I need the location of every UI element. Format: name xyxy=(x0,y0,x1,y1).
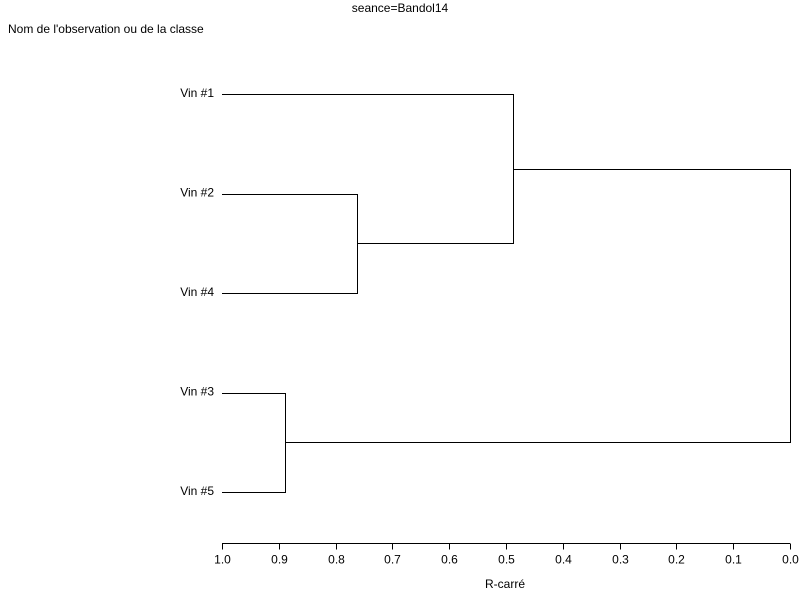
leaf-label: Vin #2 xyxy=(180,186,214,200)
y-axis-label: Nom de l'observation ou de la classe xyxy=(8,22,204,36)
leaf-label: Vin #5 xyxy=(180,484,214,498)
merge-bracket xyxy=(285,169,791,443)
x-tick-label: 0.7 xyxy=(384,553,401,567)
merge-bracket xyxy=(222,194,358,294)
leaf-label: Vin #1 xyxy=(180,86,214,100)
x-tick-label: 0.5 xyxy=(498,553,515,567)
chart-title: seance=Bandol14 xyxy=(352,1,449,15)
x-tick-label: 0.6 xyxy=(441,553,458,567)
x-tick-label: 0.9 xyxy=(271,553,288,567)
x-axis-label: R-carré xyxy=(485,577,525,591)
leaf-label: Vin #4 xyxy=(180,285,214,299)
merge-bracket xyxy=(222,393,286,493)
merge-bracket xyxy=(222,94,514,244)
x-tick-label: 0.3 xyxy=(612,553,629,567)
x-tick-label: 0.4 xyxy=(555,553,572,567)
leaf-label: Vin #3 xyxy=(180,385,214,399)
x-tick-label: 0.8 xyxy=(328,553,345,567)
x-tick-label: 0.2 xyxy=(668,553,685,567)
x-tick-label: 0.1 xyxy=(725,553,742,567)
x-tick-label: 0.0 xyxy=(782,553,799,567)
x-tick-label: 1.0 xyxy=(214,553,231,567)
